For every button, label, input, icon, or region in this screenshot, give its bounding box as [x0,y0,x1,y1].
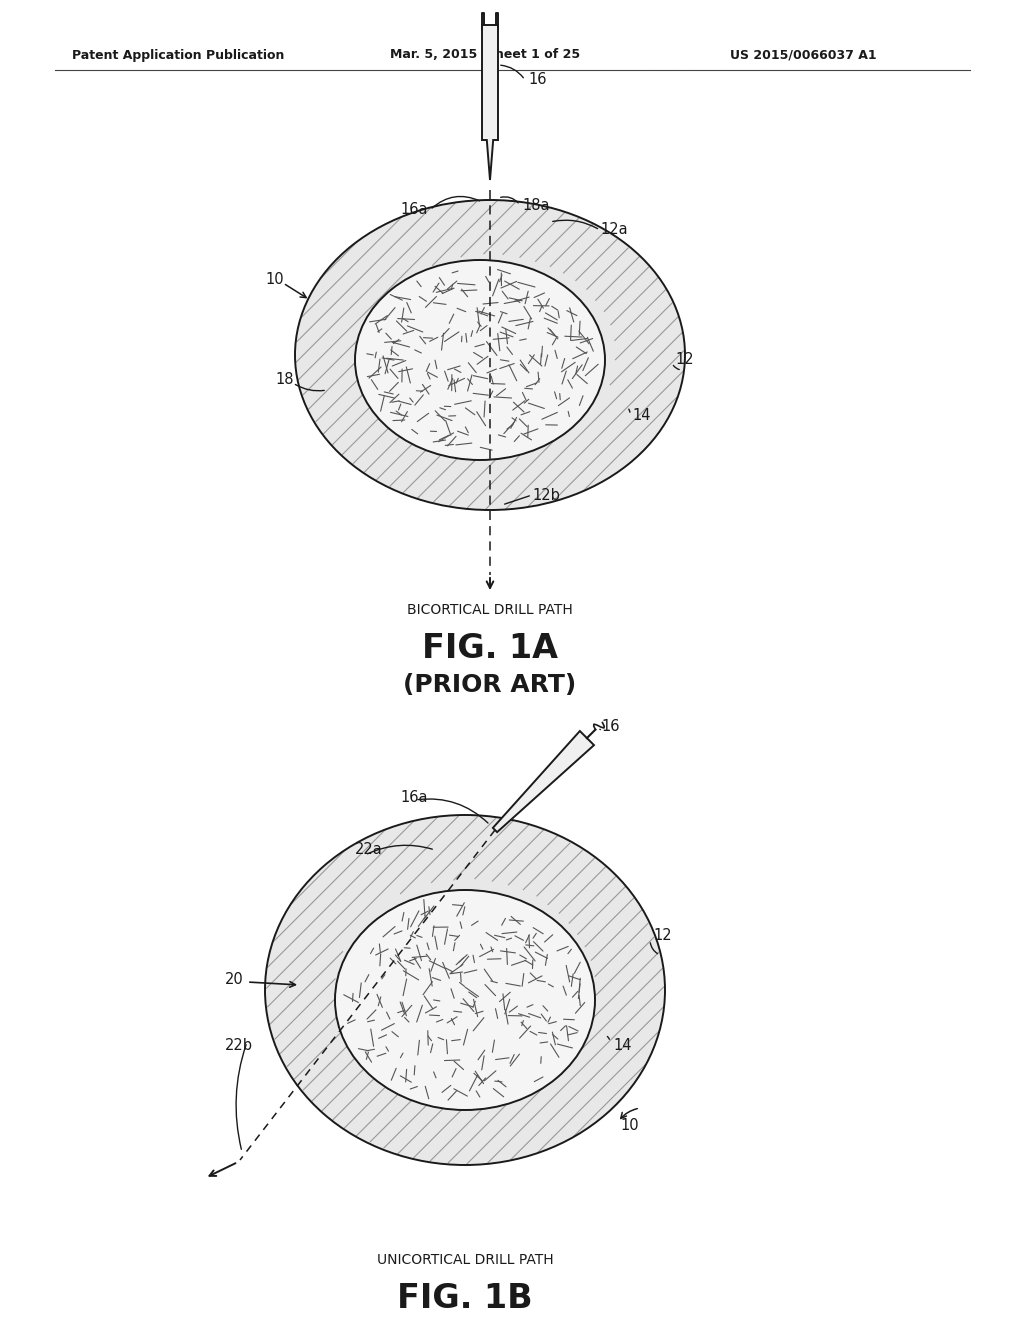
Ellipse shape [355,260,605,459]
Text: 16a: 16a [400,789,427,804]
Text: FIG. 1A: FIG. 1A [422,631,558,664]
Polygon shape [482,25,498,180]
Text: 12a: 12a [600,223,628,238]
Text: Patent Application Publication: Patent Application Publication [72,49,285,62]
Text: FIG. 1B: FIG. 1B [397,1282,532,1315]
Text: 20: 20 [225,973,244,987]
Text: BICORTICAL DRILL PATH: BICORTICAL DRILL PATH [408,603,572,616]
Text: 16: 16 [528,73,547,87]
Text: 12: 12 [675,352,693,367]
Text: 10: 10 [620,1118,639,1133]
Ellipse shape [265,814,665,1166]
Text: 18a: 18a [522,198,550,213]
Text: UNICORTICAL DRILL PATH: UNICORTICAL DRILL PATH [377,1253,553,1267]
Text: 12: 12 [653,928,672,942]
Text: 22b: 22b [225,1038,253,1052]
Text: US 2015/0066037 A1: US 2015/0066037 A1 [730,49,877,62]
Polygon shape [493,731,594,832]
Text: (PRIOR ART): (PRIOR ART) [403,673,577,697]
Text: 14: 14 [613,1038,632,1052]
Text: 18: 18 [275,372,294,388]
Text: Mar. 5, 2015  Sheet 1 of 25: Mar. 5, 2015 Sheet 1 of 25 [390,49,581,62]
Text: 12b: 12b [532,487,560,503]
Ellipse shape [335,890,595,1110]
Ellipse shape [295,201,685,510]
Text: 22a: 22a [355,842,383,858]
Text: 10: 10 [265,272,284,288]
Text: 16: 16 [601,718,620,734]
Text: 14: 14 [632,408,650,422]
Text: 16a: 16a [400,202,427,218]
